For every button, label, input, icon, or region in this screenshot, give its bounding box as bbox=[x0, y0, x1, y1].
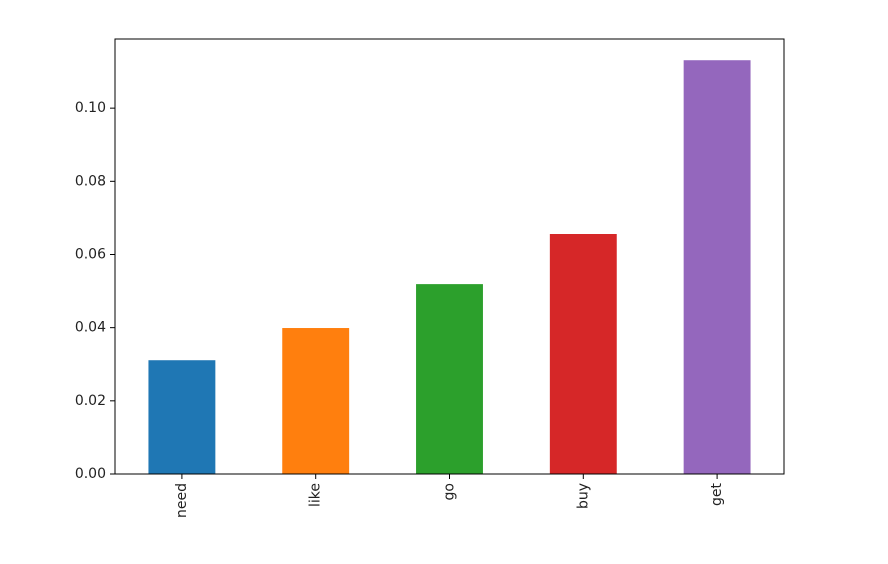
y-tick-label: 0.08 bbox=[75, 173, 106, 189]
x-tick-label: get bbox=[709, 483, 725, 507]
y-tick-label: 0.00 bbox=[75, 466, 106, 482]
y-tick-label: 0.06 bbox=[75, 246, 106, 262]
y-tick-label: 0.02 bbox=[75, 393, 106, 409]
x-tick-label: like bbox=[308, 483, 324, 507]
x-tick-label: go bbox=[442, 483, 458, 500]
bar bbox=[416, 284, 483, 474]
x-tick-label: buy bbox=[575, 483, 591, 509]
bar bbox=[683, 60, 751, 474]
bar bbox=[549, 234, 617, 474]
y-tick-label: 0.10 bbox=[75, 100, 106, 116]
y-tick-label: 0.04 bbox=[75, 320, 106, 336]
bar bbox=[148, 360, 216, 474]
x-tick-label: need bbox=[174, 483, 190, 518]
bar bbox=[282, 328, 350, 474]
